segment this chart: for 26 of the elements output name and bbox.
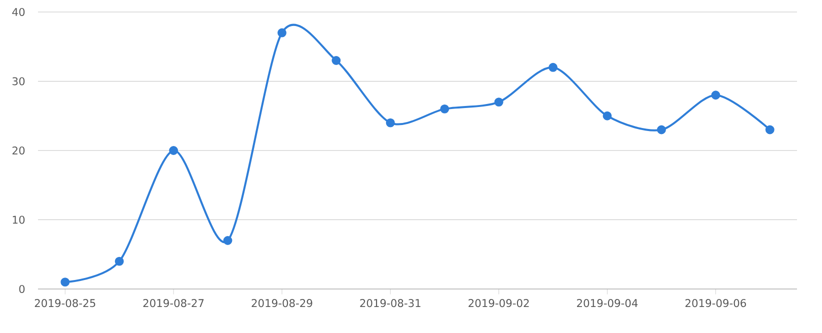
point — [765, 125, 774, 134]
y-tick-label: 20 — [12, 146, 25, 155]
x-tick-label: 2019-09-02 — [468, 299, 529, 308]
point — [332, 56, 341, 65]
x-tick-label: 2019-09-06 — [685, 299, 746, 308]
point — [494, 98, 504, 106]
point — [169, 146, 178, 155]
point — [657, 125, 666, 134]
point — [278, 28, 286, 38]
point — [440, 104, 450, 114]
point — [60, 278, 70, 287]
y-tick-label: 40 — [12, 8, 25, 16]
x-tick-label: 2019-08-29 — [252, 299, 312, 308]
y-tick-label: 0 — [19, 284, 25, 294]
point — [548, 62, 558, 72]
point — [711, 90, 720, 100]
x-tick-label: 2019-08-25 — [34, 299, 96, 308]
point — [223, 236, 232, 245]
x-tick-label: 2019-08-27 — [143, 299, 204, 308]
point — [386, 118, 395, 128]
y-tick-label: 30 — [12, 77, 25, 86]
y-tick-label: 10 — [12, 216, 25, 224]
point — [602, 111, 612, 120]
point — [114, 256, 124, 266]
x-tick-label: 2019-09-04 — [577, 299, 638, 308]
x-tick-label: 2019-08-31 — [360, 299, 420, 308]
